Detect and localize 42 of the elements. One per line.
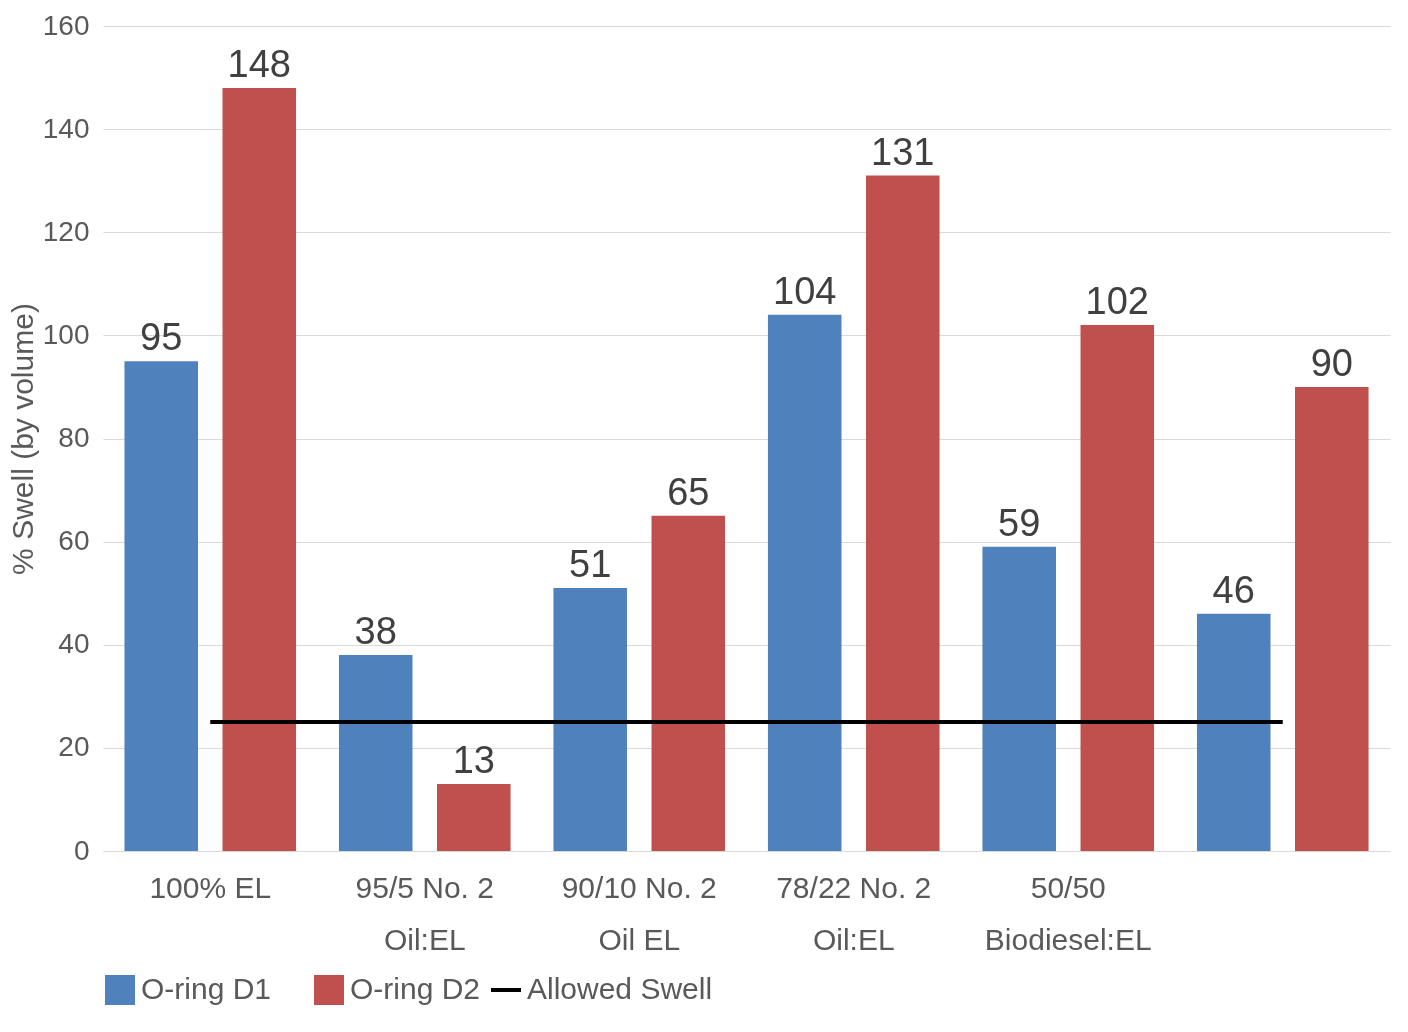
y-tick-label: 40 bbox=[58, 628, 90, 660]
data-label: 102 bbox=[1085, 280, 1149, 323]
data-label: 65 bbox=[667, 470, 710, 513]
data-label: 38 bbox=[354, 610, 397, 653]
y-tick-label: 80 bbox=[58, 422, 90, 453]
bar bbox=[1080, 325, 1155, 851]
bar bbox=[767, 314, 842, 851]
x-tick-label: 95/5 No. 2 Oil:EL bbox=[355, 870, 494, 956]
legend-label: Allowed Swell bbox=[527, 972, 713, 1005]
y-tick-label: 160 bbox=[42, 9, 90, 41]
bar bbox=[651, 515, 726, 851]
bar bbox=[866, 175, 940, 851]
bar bbox=[1295, 386, 1369, 851]
bar bbox=[1196, 613, 1271, 851]
x-tick-label: 100% EL bbox=[149, 870, 272, 904]
bar bbox=[338, 655, 413, 851]
data-label: 95 bbox=[140, 316, 183, 359]
data-label: 13 bbox=[452, 738, 495, 781]
data-label: 131 bbox=[871, 130, 935, 173]
bar bbox=[982, 546, 1056, 851]
y-tick-label: 60 bbox=[58, 525, 90, 557]
data-label: 104 bbox=[773, 269, 837, 312]
bar bbox=[222, 87, 297, 851]
data-label: 46 bbox=[1212, 568, 1255, 611]
data-label: 59 bbox=[998, 501, 1041, 544]
y-tick-label: 0 bbox=[73, 834, 90, 866]
x-tick-label: 90/10 No. 2 Oil EL bbox=[561, 870, 717, 956]
x-tick-label: 78/22 No. 2 Oil:EL bbox=[776, 870, 932, 956]
legend-label: O-ring D1 bbox=[141, 972, 272, 1005]
y-tick-label: 20 bbox=[58, 731, 90, 763]
bar bbox=[124, 361, 198, 851]
x-tick-label: 50/50 Biodiesel:EL bbox=[984, 870, 1152, 956]
y-axis-title: % Swell (by volume) bbox=[5, 303, 39, 575]
data-label: 148 bbox=[227, 42, 291, 85]
data-label: 90 bbox=[1310, 341, 1353, 384]
legend-label: O-ring D2 bbox=[350, 972, 481, 1005]
bar bbox=[437, 783, 511, 851]
y-tick-label: 140 bbox=[42, 112, 90, 144]
y-tick-label: 120 bbox=[42, 215, 90, 247]
y-tick-label: 100 bbox=[42, 318, 90, 350]
data-label: 51 bbox=[569, 543, 612, 586]
bar bbox=[553, 588, 627, 851]
